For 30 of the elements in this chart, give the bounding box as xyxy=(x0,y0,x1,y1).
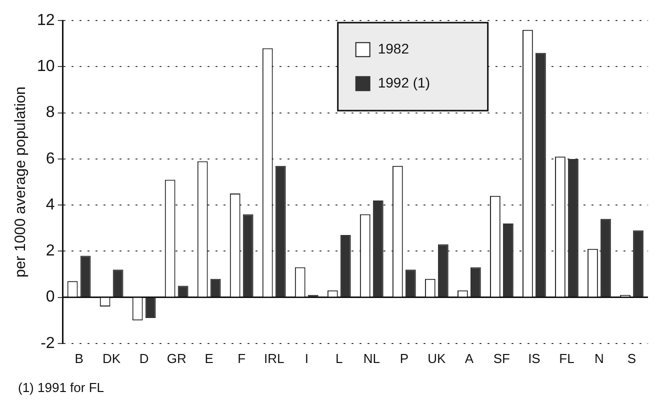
y-tick-label: 12 xyxy=(37,12,55,30)
y-tick-label: 10 xyxy=(37,58,55,76)
y-tick-label: -2 xyxy=(40,334,55,352)
x-tick-label: SF xyxy=(493,350,510,366)
x-tick-label: E xyxy=(204,350,214,366)
x-tick-label: I xyxy=(304,350,308,366)
y-tick-label: 4 xyxy=(46,196,55,214)
y-tick-label: 2 xyxy=(46,242,55,260)
x-tick-label: A xyxy=(464,350,474,366)
x-tick-label: NL xyxy=(363,350,380,366)
x-tick-label: DK xyxy=(102,350,121,366)
legend-label: 1992 (1) xyxy=(378,74,430,90)
y-tick-label: 8 xyxy=(46,104,55,122)
x-tick-label: GR xyxy=(166,350,186,366)
y-tick-label: 6 xyxy=(46,150,55,168)
x-tick-label: L xyxy=(336,350,343,366)
text: (1) 1991 for FL xyxy=(18,380,104,396)
y-tick-label: 0 xyxy=(46,288,55,306)
x-tick-label: D xyxy=(139,350,149,366)
x-tick-label: B xyxy=(74,350,84,366)
x-tick-label: UK xyxy=(428,350,446,366)
legend-label: 1982 xyxy=(378,40,410,56)
x-tick-label: P xyxy=(400,350,408,366)
x-tick-label: IRL xyxy=(264,350,284,366)
x-tick-label: F xyxy=(238,350,246,366)
x-tick-label: IS xyxy=(528,350,541,366)
y-axis-title: per 1000 average population xyxy=(12,86,30,278)
x-tick-label: FL xyxy=(559,350,574,366)
x-tick-label: S xyxy=(627,350,636,366)
x-tick-label: N xyxy=(594,350,604,366)
